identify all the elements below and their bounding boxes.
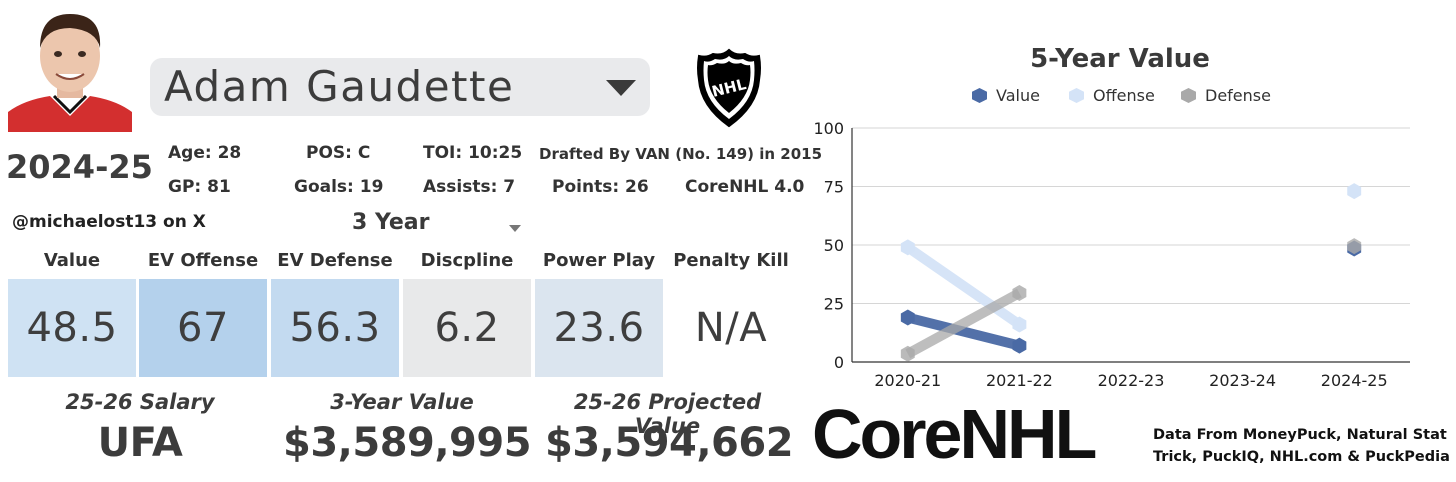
data-point [1347, 183, 1362, 200]
season-label: 2024-25 [6, 148, 153, 186]
series-line [904, 243, 1023, 329]
series-line [906, 312, 1021, 351]
metric-label-power-play: Power Play [542, 250, 656, 271]
corenhl-logo: CoreNHL [812, 395, 1097, 473]
legend-swatch [1181, 88, 1196, 103]
x-tick-label: 2024-25 [1321, 371, 1388, 390]
series-line [905, 288, 1022, 359]
legend-label: Defense [1205, 86, 1271, 105]
y-tick-label: 50 [824, 236, 844, 255]
brand-core: Core [812, 395, 962, 473]
five-year-value-chart: 0 25 50 75 100 2020-21 2021-22 2022-23 2023-24 20… [813, 119, 1410, 390]
three-year-value: $3,589,995 [283, 420, 532, 466]
y-tick-label: 0 [834, 353, 844, 372]
drafted-stat: Drafted By VAN (No. 149) in 2015 [539, 145, 823, 163]
data-point [900, 309, 915, 326]
legend-label: Value [996, 86, 1040, 105]
metric-box-discipline: 6.2 [403, 279, 531, 377]
position-stat: POS: C [306, 143, 371, 163]
legend-item-offense: Offense [1069, 86, 1155, 105]
author-handle: @michaelost13 on X [12, 212, 206, 232]
metric-box-ev-offense: 67 [139, 279, 267, 377]
toi-stat: TOI: 10:25 [423, 143, 523, 163]
salary-label: 25-26 Salary [65, 390, 215, 414]
chevron-down-icon[interactable] [509, 225, 521, 232]
y-tick-label: 75 [824, 178, 844, 197]
metric-label-ev-defense: EV Defense [277, 250, 393, 271]
salary-value: UFA [97, 420, 183, 466]
brand-nhl: NHL [959, 395, 1097, 473]
metric-box-power-play: 23.6 [535, 279, 663, 377]
assists-stat: Assists: 7 [423, 177, 516, 197]
points-stat: Points: 26 [552, 177, 649, 197]
data-point [900, 345, 915, 362]
x-tick-label: 2020-21 [874, 371, 941, 390]
metric-box-value: 48.5 [8, 279, 136, 377]
corenhl-version: CoreNHL 4.0 [685, 177, 805, 197]
player-select[interactable]: Adam Gaudette [150, 58, 650, 116]
goals-stat: Goals: 19 [294, 177, 384, 197]
y-tick-label: 25 [824, 295, 844, 314]
data-point [1012, 337, 1027, 354]
three-year-value-label: 3-Year Value [330, 390, 474, 414]
legend-swatch [1069, 88, 1084, 103]
projected-value: $3,594,662 [545, 420, 794, 466]
age-stat: Age: 28 [168, 143, 242, 163]
gp-stat: GP: 81 [168, 177, 231, 197]
metric-label-penalty-kill: Penalty Kill [673, 250, 789, 271]
chevron-down-icon [606, 80, 636, 96]
legend-item-defense: Defense [1181, 86, 1271, 105]
metric-box-ev-defense: 56.3 [271, 279, 399, 377]
legend-item-value: Value [972, 86, 1040, 105]
x-tick-label: 2022-23 [1098, 371, 1165, 390]
metric-box-penalty-kill: N/A [667, 279, 795, 377]
x-tick-label: 2023-24 [1209, 371, 1276, 390]
player-name: Adam Gaudette [164, 62, 515, 111]
y-tick-label: 100 [813, 119, 844, 138]
metric-label-discipline: Discpline [420, 250, 514, 271]
data-point [1347, 238, 1362, 255]
data-point [1012, 316, 1027, 333]
legend-label: Offense [1093, 86, 1155, 105]
player-photo [4, 8, 136, 132]
nhl-logo: NHL [693, 48, 765, 128]
x-tick-label: 2021-22 [986, 371, 1053, 390]
metric-label-value: Value [43, 250, 101, 271]
chart-title: 5-Year Value [1030, 44, 1210, 74]
legend-swatch [972, 88, 987, 103]
projected-value-label: 25-26 Projected Value [573, 390, 762, 438]
data-point [1012, 284, 1027, 301]
range-select[interactable]: 3 Year [352, 210, 430, 235]
metric-label-ev-offense: EV Offense [147, 250, 259, 271]
data-point [900, 239, 915, 256]
data-source-note: Data From MoneyPuck, Natural Stat Trick,… [1153, 427, 1450, 465]
